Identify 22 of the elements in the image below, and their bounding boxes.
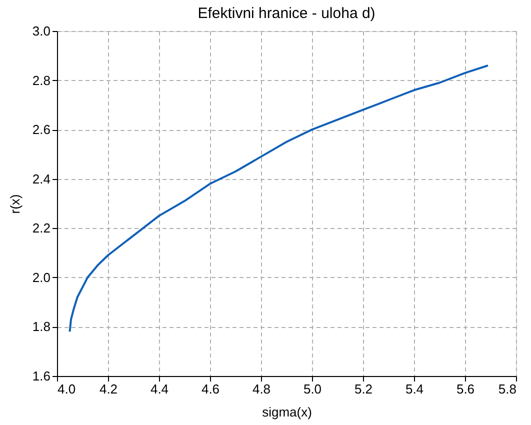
x-axis-title: sigma(x) — [262, 404, 312, 420]
y-tick-label: 2.8 — [32, 72, 50, 88]
chart-title: Efektivni hranice - uloha d) — [198, 5, 376, 22]
line-series — [68, 64, 489, 333]
y-axis-title: r(x) — [7, 194, 22, 214]
y-tick-label: 1.8 — [32, 319, 50, 334]
y-tick-label: 2.2 — [32, 220, 50, 236]
y-tick-label: 2.0 — [32, 270, 50, 285]
x-tick-label: 4.6 — [201, 382, 220, 396]
x-tick-label: 5.4 — [405, 382, 424, 396]
x-tick-label: 4.0 — [58, 382, 76, 396]
y-tick-label: 3.0 — [32, 24, 50, 38]
x-tick-label: 4.8 — [252, 382, 271, 396]
y-tick-label: 2.6 — [32, 122, 50, 138]
y-tick-label: 1.6 — [32, 368, 50, 384]
x-tick-label: 5.0 — [303, 382, 322, 396]
x-tick-label: 4.2 — [99, 382, 118, 396]
x-tick-label: 4.4 — [150, 382, 169, 396]
x-tick-label: 5.8 — [498, 382, 516, 396]
x-tick-label: 5.6 — [456, 382, 475, 396]
y-tick-label: 2.4 — [32, 171, 50, 186]
x-tick-label: 5.2 — [354, 382, 373, 396]
